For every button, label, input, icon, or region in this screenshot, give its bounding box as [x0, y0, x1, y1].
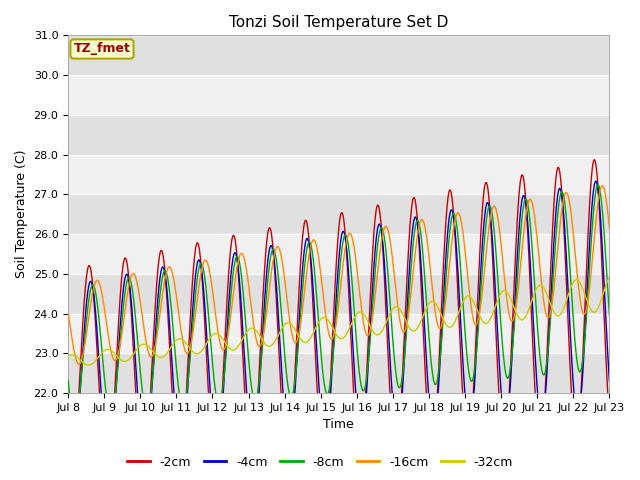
Y-axis label: Soil Temperature (C): Soil Temperature (C)	[15, 150, 28, 278]
Bar	[68, 75, 609, 115]
Bar	[68, 194, 609, 234]
Bar	[68, 274, 609, 313]
Bar	[68, 313, 609, 353]
Bar	[68, 353, 609, 393]
Bar	[68, 115, 609, 155]
Bar	[68, 234, 609, 274]
Bar	[68, 155, 609, 194]
Bar	[68, 36, 609, 75]
Title: Tonzi Soil Temperature Set D: Tonzi Soil Temperature Set D	[229, 15, 449, 30]
Legend: -2cm, -4cm, -8cm, -16cm, -32cm: -2cm, -4cm, -8cm, -16cm, -32cm	[122, 451, 518, 474]
Text: TZ_fmet: TZ_fmet	[74, 43, 131, 56]
X-axis label: Time: Time	[323, 419, 354, 432]
